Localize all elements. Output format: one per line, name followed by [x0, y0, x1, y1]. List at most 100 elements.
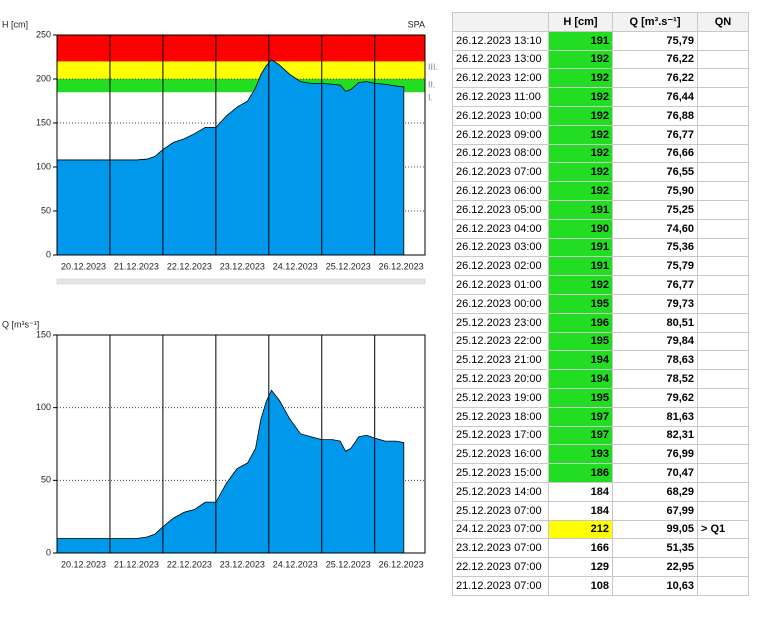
level-cell: 195 — [548, 293, 613, 314]
level-cell: 192 — [548, 143, 613, 164]
discharge-cell: 67,99 — [612, 500, 698, 521]
discharge-cell: 76,44 — [612, 87, 698, 107]
status-strip — [56, 278, 426, 285]
x-tick-label: 26.12.2023 — [379, 559, 424, 569]
time-cell: 26.12.2023 12:00 — [452, 68, 549, 89]
qn-cell — [697, 557, 749, 577]
level-cell: 186 — [548, 463, 613, 483]
qn-cell — [697, 481, 749, 502]
level-cell: 192 — [548, 87, 613, 107]
discharge-cell: 70,47 — [612, 463, 698, 483]
qn-cell — [697, 87, 749, 107]
header-row: H [cm] Q [m³.s⁻¹] QN — [452, 12, 749, 32]
level-cell: 184 — [548, 500, 613, 521]
time-cell: 26.12.2023 13:00 — [452, 49, 549, 70]
column-header — [452, 12, 549, 32]
level-cell: 129 — [548, 557, 613, 577]
table-row: 25.12.2023 16:00 193 76,99 — [452, 444, 749, 465]
level-cell: 192 — [548, 68, 613, 89]
time-cell: 26.12.2023 09:00 — [452, 124, 549, 145]
discharge-cell: 74,60 — [612, 218, 698, 239]
time-cell: 23.12.2023 07:00 — [452, 538, 549, 559]
plot-frame — [56, 34, 426, 256]
level-cell: 212 — [548, 519, 613, 540]
qn-cell — [697, 350, 749, 371]
qn-cell — [697, 538, 749, 559]
discharge-cell: 75,36 — [612, 237, 698, 258]
table-row: 25.12.2023 23:00 196 80,51 — [452, 312, 749, 333]
time-cell: 26.12.2023 06:00 — [452, 181, 549, 201]
table-row: 26.12.2023 00:00 195 79,73 — [452, 293, 749, 314]
table-row: 25.12.2023 22:00 195 79,84 — [452, 331, 749, 352]
table-row: 26.12.2023 05:00 191 75,25 — [452, 199, 749, 220]
discharge-cell: 75,90 — [612, 181, 698, 201]
discharge-cell: 22,95 — [612, 557, 698, 577]
station-label: SPA — [408, 19, 425, 29]
level-cell: 194 — [548, 369, 613, 389]
table-row: 25.12.2023 19:00 195 79,62 — [452, 387, 749, 408]
time-cell: 26.12.2023 10:00 — [452, 105, 549, 126]
y-tick-label: 50 — [41, 205, 51, 215]
discharge-cell: 10,63 — [612, 575, 698, 596]
table-row: 25.12.2023 15:00 186 70,47 — [452, 463, 749, 483]
discharge-cell: 82,31 — [612, 425, 698, 446]
area — [56, 389, 405, 554]
qn-cell — [697, 331, 749, 352]
level-cell: 197 — [548, 406, 613, 427]
discharge-cell: 99,05 — [612, 519, 698, 540]
time-cell: 26.12.2023 02:00 — [452, 256, 549, 277]
qn-cell — [697, 369, 749, 389]
qn-cell — [697, 256, 749, 277]
x-tick-label: 24.12.2023 — [273, 559, 318, 569]
qn-cell — [697, 312, 749, 333]
discharge-cell: 76,66 — [612, 143, 698, 164]
y-tick-label: 0 — [46, 547, 51, 557]
level-cell: 192 — [548, 105, 613, 126]
table-row: 26.12.2023 11:00 192 76,44 — [452, 87, 749, 107]
y-tick-label: 50 — [41, 475, 51, 485]
level-cell: 192 — [548, 162, 613, 183]
time-cell: 25.12.2023 21:00 — [452, 350, 549, 371]
x-tick-label: 26.12.2023 — [379, 261, 424, 271]
time-cell: 21.12.2023 07:00 — [452, 575, 549, 596]
discharge-cell: 79,84 — [612, 331, 698, 352]
column-header: QN — [697, 12, 749, 32]
flood-level-band — [57, 35, 425, 62]
qn-cell — [697, 143, 749, 164]
area — [56, 59, 405, 256]
time-cell: 26.12.2023 00:00 — [452, 293, 549, 314]
level-cell: 194 — [548, 350, 613, 371]
flood-level-label: II. — [428, 79, 436, 89]
level-cell: 191 — [548, 237, 613, 258]
qn-cell — [697, 162, 749, 183]
qn-cell — [697, 181, 749, 201]
time-cell: 25.12.2023 19:00 — [452, 387, 549, 408]
discharge-cell: 75,25 — [612, 199, 698, 220]
time-cell: 24.12.2023 07:00 — [452, 519, 549, 540]
discharge-cell: 79,73 — [612, 293, 698, 314]
qn-cell — [697, 275, 749, 295]
level-cell: 192 — [548, 275, 613, 295]
discharge-cell: 79,62 — [612, 387, 698, 408]
x-tick-label: 23.12.2023 — [220, 261, 265, 271]
table-row: 26.12.2023 04:00 190 74,60 — [452, 218, 749, 239]
level-cell: 192 — [548, 49, 613, 70]
level-cell: 193 — [548, 444, 613, 465]
flood-level-band — [57, 61, 425, 79]
qn-cell — [697, 387, 749, 408]
x-tick-label: 21.12.2023 — [114, 261, 159, 271]
table-row: 26.12.2023 02:00 191 75,79 — [452, 256, 749, 277]
x-tick-label: 22.12.2023 — [167, 261, 212, 271]
time-cell: 25.12.2023 23:00 — [452, 312, 549, 333]
flood-level-label: I. — [428, 93, 433, 103]
qn-cell — [697, 105, 749, 126]
time-cell: 26.12.2023 04:00 — [452, 218, 549, 239]
time-cell: 26.12.2023 11:00 — [452, 87, 549, 107]
qn-cell — [697, 30, 749, 51]
table-row: 26.12.2023 08:00 192 76,66 — [452, 143, 749, 164]
discharge-cell: 78,63 — [612, 350, 698, 371]
x-tick-label: 25.12.2023 — [326, 261, 371, 271]
qn-cell — [697, 575, 749, 596]
discharge-cell: 76,88 — [612, 105, 698, 126]
